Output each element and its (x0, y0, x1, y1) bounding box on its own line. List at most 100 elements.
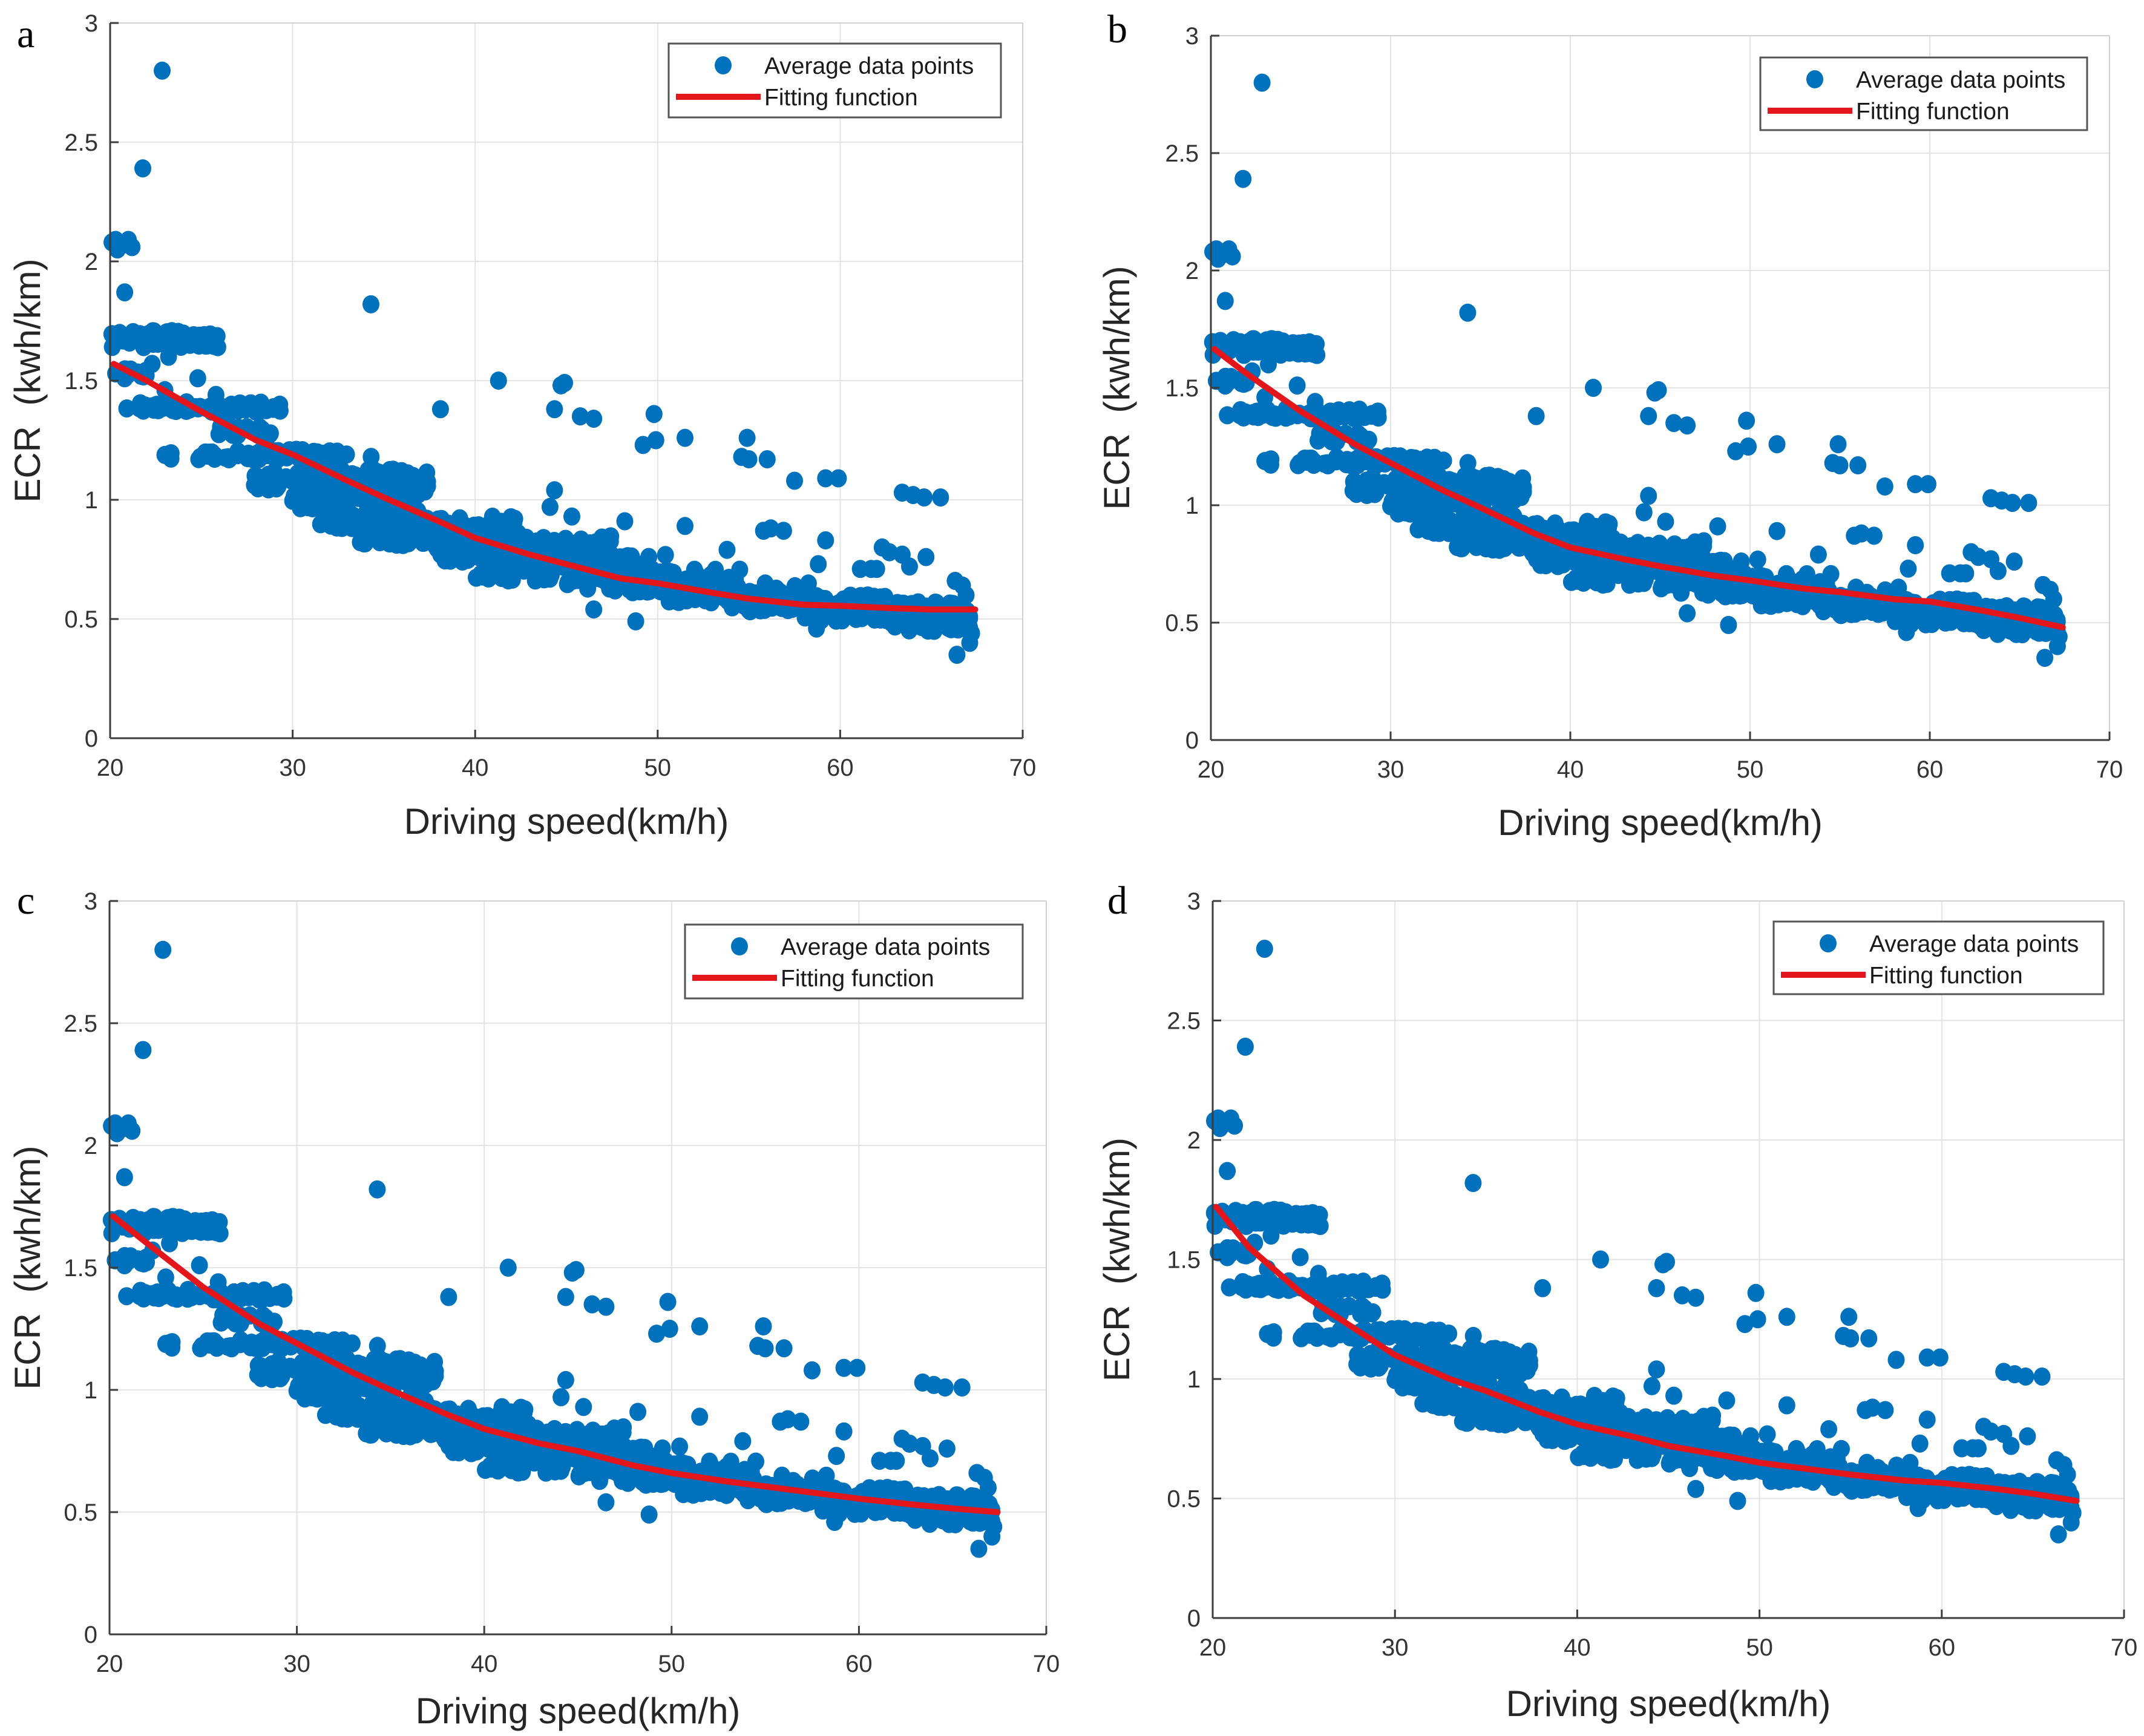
data-point (835, 1422, 853, 1441)
x-tick-label: 50 (658, 1651, 686, 1677)
data-point (1356, 1276, 1373, 1294)
data-point (953, 1378, 971, 1397)
data-point (936, 1378, 954, 1397)
data-point (597, 1493, 615, 1512)
data-point (1831, 456, 1849, 474)
legend-marker-points (731, 937, 748, 955)
data-point (338, 445, 355, 464)
data-point (968, 1510, 985, 1529)
data-point (557, 1288, 574, 1306)
data-point (948, 646, 966, 664)
panel-c: c 20 30 40 50 60 70 0 0.5 1 1.5 2 2.5 3 Driving speed(… (0, 871, 1077, 1736)
data-point (734, 1432, 752, 1450)
data-point (133, 1253, 150, 1272)
data-point (868, 560, 885, 578)
legend-label-fit: Fitting function (781, 966, 934, 992)
data-point (499, 558, 516, 577)
data-point (1265, 1323, 1282, 1341)
x-tick-label: 30 (1377, 756, 1405, 783)
data-point (903, 613, 921, 632)
data-point (300, 1351, 317, 1369)
data-point (2050, 627, 2068, 646)
data-point (1291, 336, 1309, 355)
y-tick-label: 0 (1185, 727, 1199, 754)
data-point (1305, 456, 1322, 474)
data-point (162, 444, 180, 463)
data-point (161, 1234, 179, 1253)
y-tick-label: 0.5 (64, 606, 98, 633)
data-point (413, 479, 430, 498)
data-point (427, 537, 445, 556)
data-point (379, 508, 396, 527)
data-point (1234, 169, 1252, 188)
data-point (1351, 449, 1369, 468)
data-point (718, 540, 736, 559)
data-point (125, 1208, 142, 1227)
panel-a: a 20 30 40 50 60 70 0 0.5 1 1.5 2 2.5 3 Driving speed(… (0, 0, 1077, 871)
data-point (616, 512, 634, 531)
data-point (835, 1358, 853, 1377)
data-point (320, 486, 338, 505)
data-point (263, 1370, 281, 1389)
x-tick-label: 30 (279, 755, 306, 781)
y-tick-label: 0.5 (1165, 610, 1199, 637)
data-point (1300, 1278, 1317, 1296)
data-point (326, 1377, 343, 1395)
data-point (329, 1397, 347, 1415)
data-point (343, 1334, 361, 1353)
data-point (552, 1388, 570, 1407)
y-axis-title: ECR (kwh/km) (1097, 266, 1137, 509)
data-point (362, 295, 379, 313)
legend-label-points: Average data points (764, 53, 974, 79)
data-point (1989, 562, 2007, 580)
data-point (1308, 346, 1326, 364)
data-point (229, 446, 246, 465)
fitting-function-line (111, 361, 979, 613)
y-tick-label: 1 (84, 1377, 97, 1404)
data-point (1362, 1359, 1380, 1378)
data-point (659, 1292, 677, 1311)
data-point (1418, 492, 1435, 511)
data-point (1224, 247, 1241, 266)
panel-d: d 20 30 40 50 60 70 0 0.5 1 1.5 2 2.5 3 Driving speed(… (1077, 871, 2144, 1736)
data-point (1397, 1340, 1415, 1359)
data-point (207, 385, 225, 404)
data-point (2036, 649, 2054, 667)
data-point (1446, 1356, 1464, 1375)
data-point (686, 560, 703, 579)
data-point (1262, 450, 1280, 469)
data-point (1459, 303, 1477, 322)
y-tick-label: 2.5 (1165, 140, 1199, 167)
data-point (107, 1114, 124, 1133)
data-point (1509, 485, 1526, 503)
data-point (1749, 550, 1766, 569)
x-axis-title: Driving speed(km/h) (404, 801, 729, 842)
data-point (1907, 475, 1924, 494)
data-point (1907, 536, 1924, 554)
data-point (963, 1487, 980, 1505)
data-point (618, 1470, 635, 1489)
x-tick-label: 40 (471, 1651, 498, 1677)
data-point (1634, 569, 1652, 588)
data-point (260, 480, 277, 499)
data-point (192, 329, 209, 347)
data-point (1876, 477, 1893, 496)
data-point (779, 1410, 796, 1429)
data-point (1390, 493, 1408, 511)
data-point (575, 1398, 592, 1417)
data-point (1720, 615, 1737, 634)
data-point (1306, 393, 1324, 411)
y-tick-label: 0 (85, 726, 98, 752)
data-point (441, 533, 458, 551)
data-point (2004, 494, 2021, 513)
data-point (261, 424, 279, 443)
data-point (825, 604, 843, 623)
y-tick-label: 2.5 (64, 1010, 97, 1037)
panel-letter: a (17, 12, 34, 56)
data-point (1679, 604, 1696, 623)
data-point (569, 571, 587, 589)
data-point (1792, 590, 1809, 608)
data-point (1294, 1207, 1312, 1226)
data-point (1642, 1444, 1660, 1462)
x-tick-label: 20 (97, 755, 124, 781)
